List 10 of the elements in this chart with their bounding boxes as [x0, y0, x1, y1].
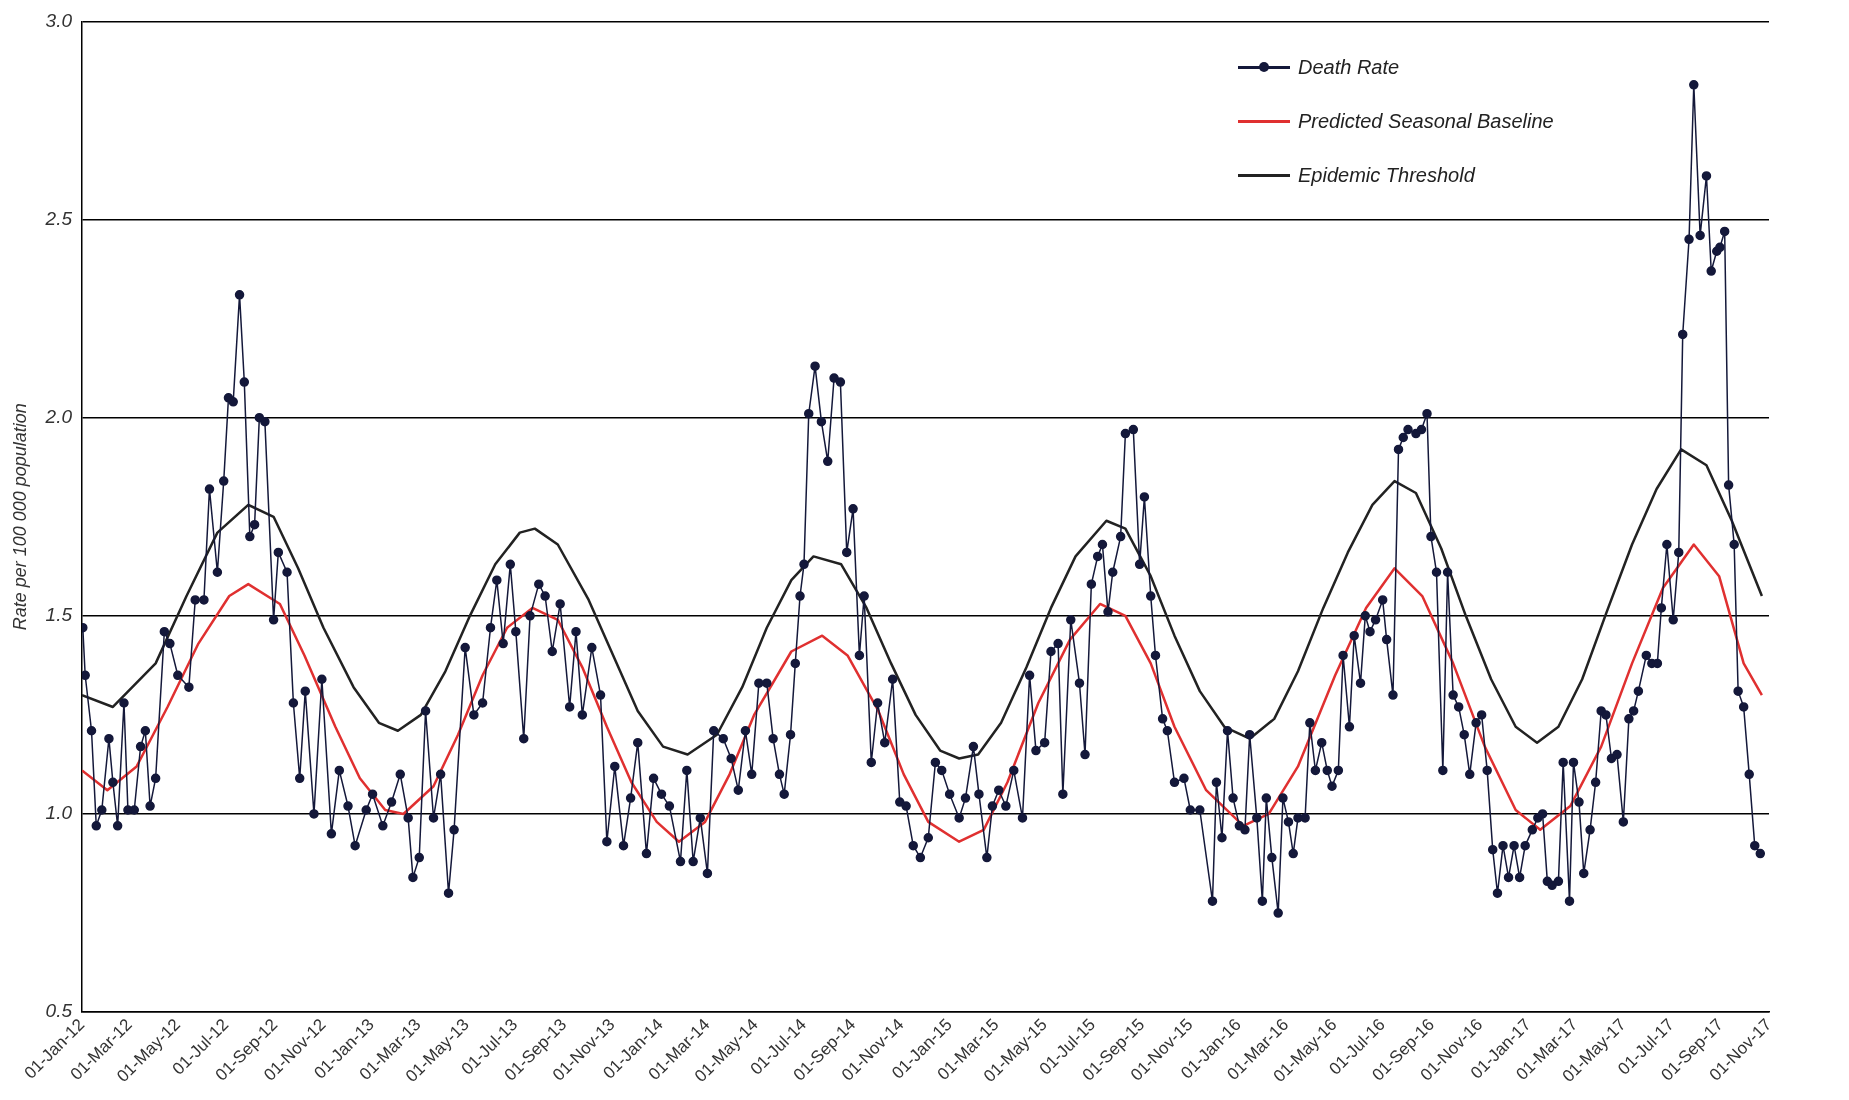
legend-label: Epidemic Threshold — [1298, 163, 1475, 187]
legend-label: Death Rate — [1298, 55, 1400, 79]
y-tick-label: 0.5 — [45, 1000, 73, 1022]
y-tick-label: 3.0 — [45, 9, 73, 31]
y-tick-label: 2.5 — [44, 207, 73, 229]
legend-label: Predicted Seasonal Baseline — [1298, 109, 1554, 133]
y-axis-title: Rate per 100 000 population — [9, 403, 30, 631]
y-tick-label: 2.0 — [44, 405, 73, 427]
y-tick-label: 1.5 — [45, 604, 73, 626]
y-tick-label: 1.0 — [45, 802, 73, 824]
